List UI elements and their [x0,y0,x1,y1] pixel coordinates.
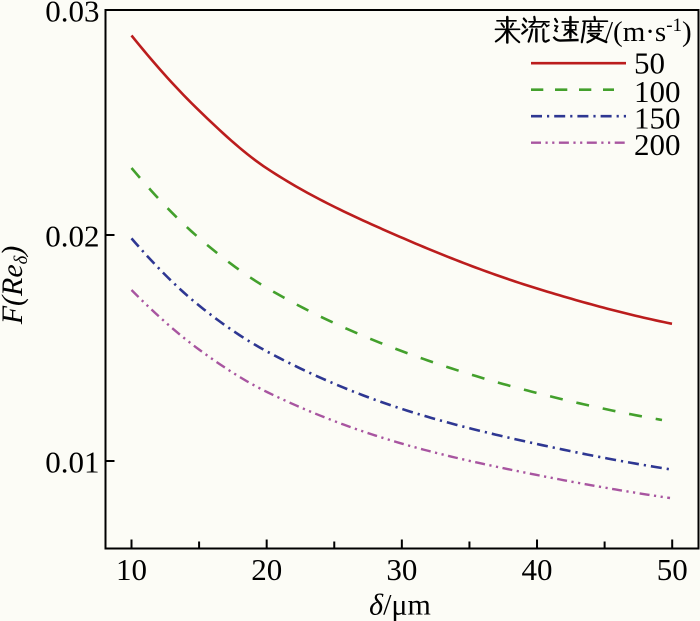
svg-text:100: 100 [634,74,681,109]
svg-text:0.01: 0.01 [45,444,99,479]
svg-text:10: 10 [116,552,147,587]
svg-text:0.03: 0.03 [45,0,99,28]
svg-text:150: 150 [634,101,681,136]
svg-text:50: 50 [634,46,665,81]
svg-text:F(Reδ): F(Reδ) [0,246,32,326]
svg-text:40: 40 [522,552,553,587]
svg-text:200: 200 [634,127,681,162]
svg-text:30: 30 [386,552,417,587]
svg-text:0.02: 0.02 [45,218,99,253]
svg-text:20: 20 [251,552,282,587]
svg-text:50: 50 [657,552,688,587]
svg-text:δ/μm: δ/μm [369,589,431,621]
